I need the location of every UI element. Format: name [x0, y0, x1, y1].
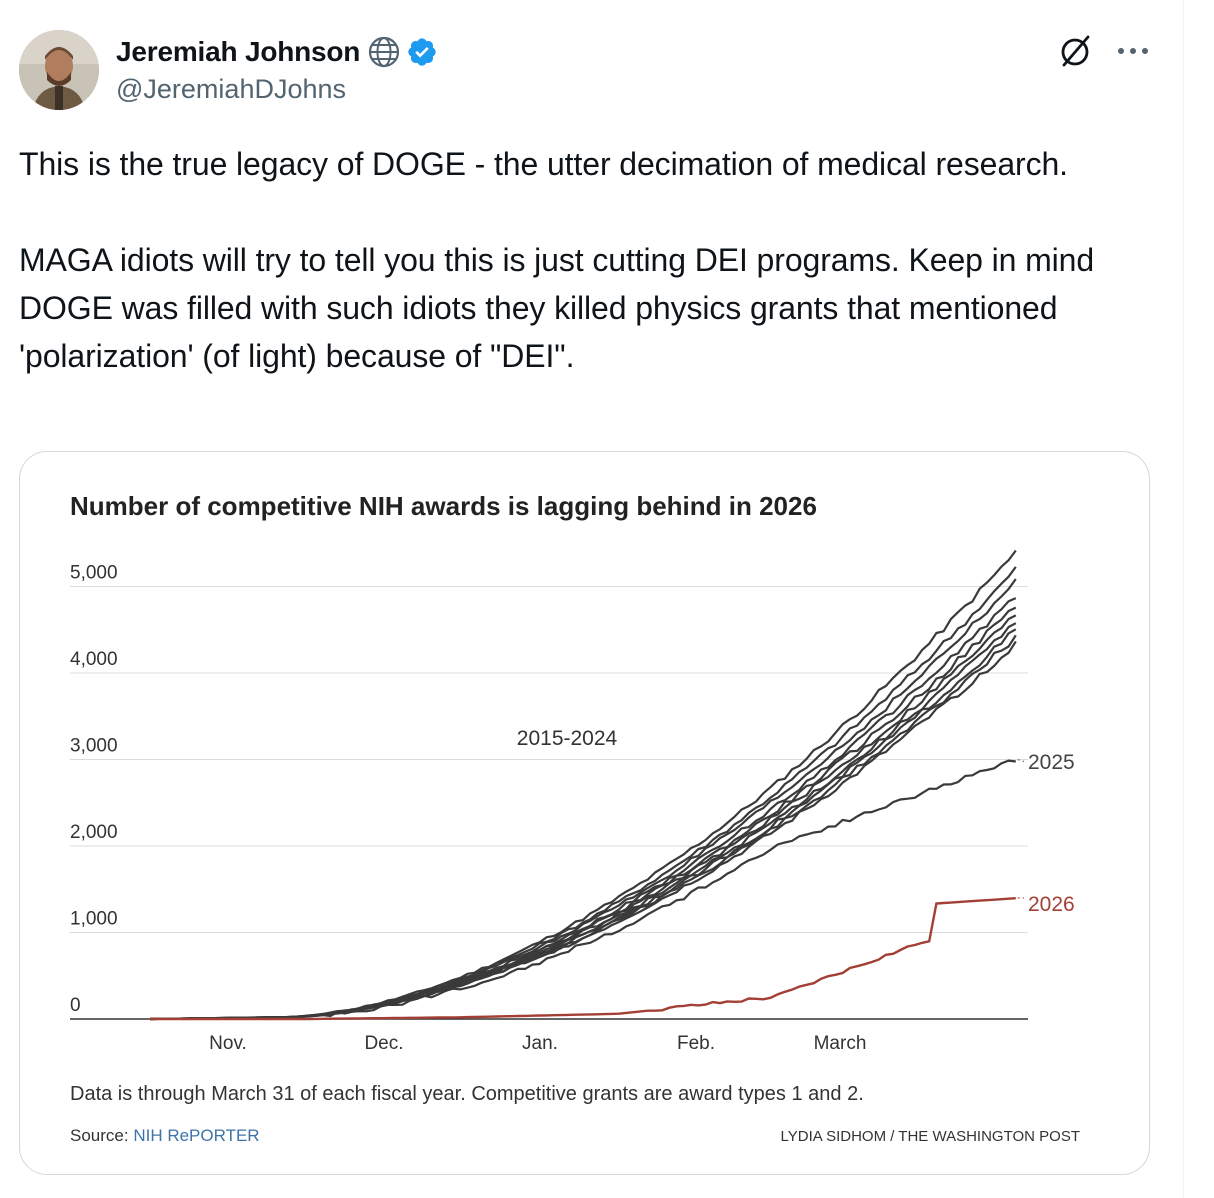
group-annotation-2015-2024: 2015-2024 — [517, 727, 618, 750]
chart-figure: Number of competitive NIH awards is lagg… — [70, 491, 1081, 1145]
author-name-row: Jeremiah Johnson — [116, 33, 438, 71]
avatar[interactable] — [19, 30, 99, 110]
author-display-name[interactable]: Jeremiah Johnson — [116, 36, 361, 67]
series-line-2015-2024 — [149, 622, 1017, 1021]
more-icon[interactable] — [1113, 36, 1153, 66]
author-handle[interactable]: @JeremiahDJohns — [116, 74, 347, 104]
series-line-2015-2024 — [149, 578, 1017, 1021]
x-tick-label: Feb. — [677, 1033, 715, 1054]
x-tick-label: Jan. — [522, 1033, 558, 1054]
chart-title: Number of competitive NIH awards is lagg… — [70, 491, 817, 521]
annotation-2026: 2026 — [1028, 893, 1075, 916]
chart-footnote: Data is through March 31 of each fiscal … — [70, 1083, 864, 1105]
series-line-2015-2024 — [149, 634, 1017, 1021]
y-axis: 5,000 4,000 3,000 2,000 1,000 0 — [70, 563, 1028, 1020]
leader-2025 — [1017, 758, 1025, 763]
series-layer — [149, 549, 1025, 1021]
avatar-photo-icon — [19, 30, 99, 110]
source-link[interactable]: NIH RePORTER — [133, 1126, 259, 1145]
grok-icon[interactable] — [1056, 32, 1094, 70]
chart-credit: LYDIA SIDHOM / THE WASHINGTON POST — [781, 1128, 1081, 1145]
x-axis: Nov. Dec. Jan. Feb. March — [209, 1033, 866, 1054]
tweet-paragraph: MAGA idiots will try to tell you this is… — [19, 242, 1095, 374]
timeline-column-border — [1183, 0, 1184, 1198]
y-tick-label: 4,000 — [70, 649, 118, 670]
series-line-2026 — [150, 897, 1016, 1021]
y-tick-label: 2,000 — [70, 822, 118, 843]
series-line-2015-2024 — [149, 549, 1017, 1021]
y-tick-label: 5,000 — [70, 563, 118, 584]
x-tick-label: Dec. — [364, 1033, 403, 1054]
chart-image-card[interactable]: Number of competitive NIH awards is lagg… — [19, 451, 1150, 1175]
globe-icon[interactable] — [367, 35, 401, 69]
series-line-2015-2024 — [149, 566, 1017, 1021]
source-line: Source: NIH RePORTER — [70, 1126, 260, 1145]
x-tick-label: Nov. — [209, 1033, 247, 1054]
y-tick-label: 1,000 — [70, 909, 118, 930]
y-tick-label: 0 — [70, 995, 81, 1016]
verified-badge-icon[interactable] — [406, 36, 438, 68]
series-line-2025 — [149, 759, 1016, 1021]
y-tick-label: 3,000 — [70, 736, 118, 757]
series-line-2015-2024 — [149, 606, 1017, 1021]
series-line-2015-2024 — [149, 614, 1017, 1021]
tweet-text: This is the true legacy of DOGE - the ut… — [19, 140, 1144, 380]
tweet-paragraph: This is the true legacy of DOGE - the ut… — [19, 146, 1068, 182]
series-line-2015-2024 — [149, 628, 1017, 1021]
annotation-2025: 2025 — [1028, 751, 1075, 774]
x-tick-label: March — [814, 1033, 867, 1054]
source-label: Source: — [70, 1126, 133, 1145]
